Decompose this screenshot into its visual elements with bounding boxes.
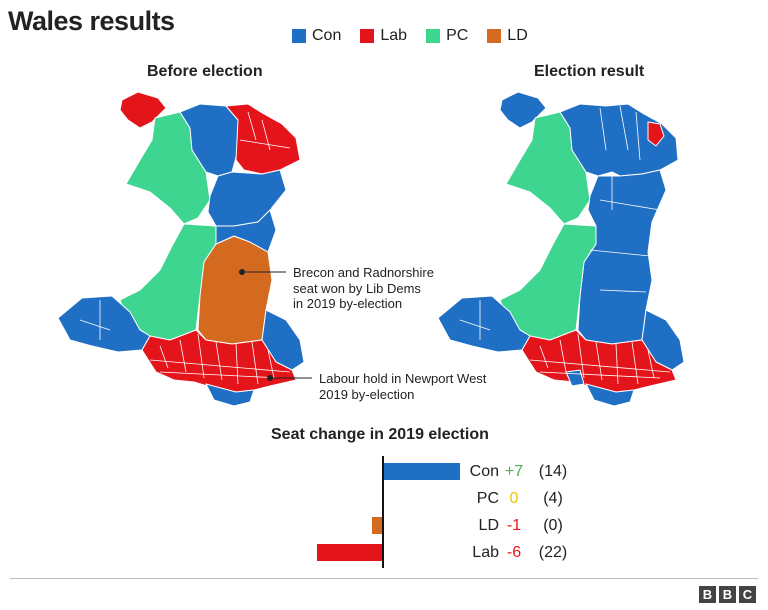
seat-label-pc: (4)	[543, 490, 563, 507]
seat-label-con: (14)	[539, 463, 567, 480]
legend-swatch-lab	[360, 29, 375, 43]
legend-label-pc: PC	[446, 27, 469, 44]
bbc-logo-b2: B	[719, 586, 736, 603]
chart-title: Wales results	[8, 6, 175, 36]
change-label-con: +7	[505, 463, 523, 480]
bar-lab	[317, 544, 383, 561]
pointer-dot-newport	[267, 375, 273, 381]
annotation-newport-line-2: 2019 by-election	[319, 386, 415, 402]
bar-chart-title: Seat change in 2019 election	[271, 426, 489, 443]
footer-divider	[10, 578, 758, 579]
legend-label-con: Con	[312, 27, 342, 44]
annotation-brecon-line-1: Brecon and Radnorshire	[293, 265, 434, 280]
legend-item-ld: LD	[487, 27, 528, 45]
legend-label-lab: Lab	[380, 27, 408, 44]
bar-label-lab: Lab	[472, 544, 499, 561]
before-vale-con	[205, 383, 255, 407]
bbc-logo: B B C	[696, 586, 756, 603]
annotation-newport: Labour hold in Newport West 2019 by-elec…	[319, 371, 486, 402]
bar-label-pc: PC	[477, 490, 499, 507]
before-north-east-lab	[225, 103, 301, 175]
legend-item-pc: PC	[426, 27, 468, 45]
bar-ld	[372, 517, 383, 534]
bar-label-con: Con	[470, 463, 499, 480]
legend-swatch-con	[292, 29, 306, 43]
seat-label-ld: (0)	[543, 517, 563, 534]
annotation-newport-line-1: Labour hold in Newport West	[319, 371, 487, 386]
map-title-before: Before election	[147, 63, 263, 80]
bar-con	[383, 463, 460, 480]
seat-label-lab: (22)	[539, 544, 567, 561]
legend-item-con: Con	[292, 27, 341, 45]
annotation-pointers	[239, 269, 312, 381]
map-after	[437, 91, 685, 407]
legend: Con Lab PC LD	[292, 27, 547, 45]
change-label-ld: -1	[507, 517, 521, 534]
legend-swatch-ld	[487, 29, 502, 43]
bar-label-ld: LD	[479, 517, 499, 534]
after-alyn-lab	[647, 121, 665, 147]
legend-label-ld: LD	[507, 27, 528, 44]
after-vale-con	[585, 383, 635, 407]
annotation-brecon-line-3: in 2019 by-election	[293, 296, 403, 311]
annotation-brecon: Brecon and Radnorshire seat won by Lib D…	[293, 265, 434, 312]
pointer-dot-brecon	[239, 269, 245, 275]
annotation-brecon-line-2: seat won by Lib Dems	[293, 280, 421, 296]
change-label-lab: -6	[507, 544, 521, 561]
after-boundaries	[459, 105, 671, 385]
change-label-pc: 0	[510, 490, 519, 507]
map-title-after: Election result	[534, 63, 645, 80]
legend-item-lab: Lab	[360, 27, 407, 45]
before-boundaries	[79, 111, 291, 385]
legend-swatch-pc	[426, 29, 441, 43]
bbc-logo-c: C	[739, 586, 756, 603]
bbc-logo-b1: B	[699, 586, 716, 603]
before-montgomery-con	[215, 209, 277, 253]
